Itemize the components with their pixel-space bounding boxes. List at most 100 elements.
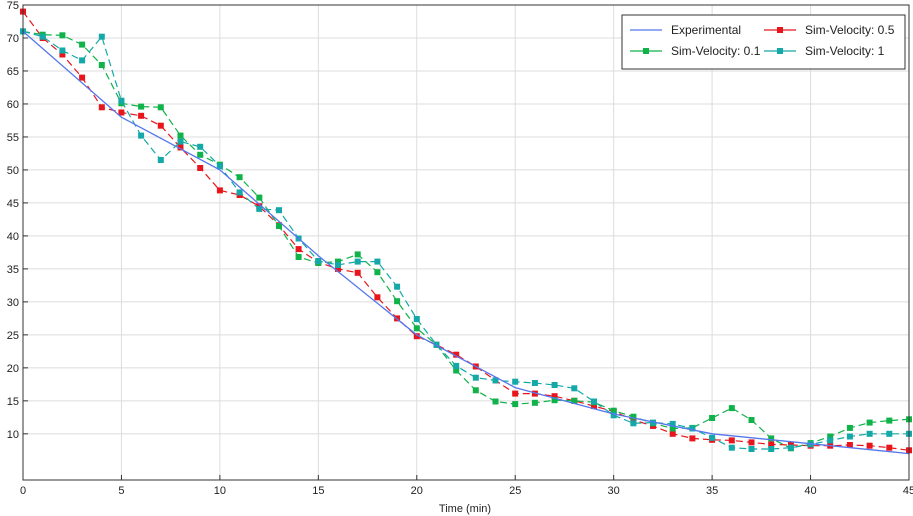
data-point [728, 444, 735, 451]
data-point [335, 261, 341, 268]
data-point [748, 439, 755, 446]
data-point [177, 132, 184, 139]
series-layer [20, 8, 912, 455]
data-point [669, 420, 676, 427]
data-point [630, 420, 637, 427]
y-tick-label: 55 [7, 132, 19, 144]
data-point [531, 399, 538, 406]
data-point [79, 74, 86, 81]
data-point [59, 32, 66, 39]
data-point [157, 157, 164, 163]
data-point [197, 151, 204, 158]
data-point [413, 316, 420, 322]
data-point [768, 441, 775, 448]
legend-label: Sim-Velocity: 0.5 [805, 23, 895, 37]
data-point [728, 437, 735, 444]
data-point [866, 430, 873, 437]
data-point [177, 144, 184, 151]
data-point [866, 442, 873, 449]
data-point [216, 187, 223, 194]
data-point [551, 393, 558, 400]
y-tick-label: 40 [7, 231, 19, 243]
data-point [610, 407, 617, 414]
data-point [728, 405, 735, 412]
legend-box [621, 14, 906, 70]
data-point [413, 333, 420, 340]
y-tick-label: 50 [7, 165, 19, 177]
data-point [157, 104, 164, 111]
data-point [118, 97, 125, 104]
data-point [610, 412, 617, 419]
y-tick-label: 35 [7, 264, 19, 276]
data-point [886, 417, 893, 424]
data-point [512, 401, 519, 408]
data-point [472, 374, 479, 381]
data-point [335, 265, 341, 272]
data-point [591, 398, 597, 405]
series-line [22, 11, 910, 451]
x-tick-label: 10 [214, 485, 226, 497]
x-tick-label: 5 [118, 485, 124, 497]
data-point [827, 433, 834, 440]
legend-swatch-marker [777, 27, 783, 33]
x-tick-label: 25 [509, 485, 521, 497]
data-point [374, 258, 381, 265]
data-point [276, 223, 282, 229]
data-point [689, 435, 696, 442]
x-tick-label: 35 [706, 485, 718, 497]
data-point [827, 437, 834, 444]
series-line [22, 30, 910, 449]
data-point [669, 430, 676, 437]
x-axis-title: Time (min) [439, 503, 491, 515]
data-point [748, 446, 755, 452]
data-point [197, 165, 204, 171]
data-point [630, 417, 637, 423]
data-point [630, 413, 637, 420]
data-point [531, 380, 538, 386]
y-tick-label: 70 [7, 33, 19, 45]
x-tick-label: 40 [804, 485, 816, 497]
data-point [768, 446, 775, 452]
axis-ticks: 0 5 10 15 20 25 30 35 40 45 10 15 20 25 30 35 40 45 50 55 60… [7, 0, 913, 497]
legend-swatch-marker [643, 48, 649, 54]
x-tick-label: 45 [903, 485, 913, 497]
data-point [571, 385, 578, 392]
y-tick-label: 65 [7, 66, 19, 78]
data-point [236, 189, 243, 196]
legend-swatch-marker [777, 48, 783, 54]
data-point [394, 298, 401, 305]
data-point [709, 434, 716, 441]
data-point [59, 47, 66, 54]
data-point [295, 254, 302, 260]
y-tick-label: 75 [7, 0, 19, 12]
data-point [295, 246, 302, 253]
legend: Experimental Sim-Velocity: 0.5 Sim-Velocit… [621, 14, 906, 70]
data-point [492, 398, 499, 405]
data-point [886, 444, 893, 451]
data-point [98, 104, 105, 111]
data-point [374, 269, 381, 276]
data-point [748, 417, 755, 423]
data-point [79, 41, 86, 48]
data-point [551, 397, 558, 404]
series-line [22, 30, 909, 450]
data-point [866, 419, 873, 426]
data-point [335, 258, 341, 265]
y-tick-label: 10 [7, 429, 19, 441]
data-point [709, 415, 716, 421]
data-point [138, 103, 145, 110]
data-point [453, 362, 460, 369]
plot-frame [22, 4, 910, 481]
data-point [768, 435, 775, 442]
data-point [374, 294, 381, 301]
data-point [453, 367, 460, 374]
data-point [157, 122, 164, 129]
data-point [354, 251, 361, 258]
data-point [59, 51, 66, 58]
data-point [846, 442, 853, 448]
data-point [689, 425, 696, 432]
data-point [98, 62, 105, 68]
data-point [256, 205, 263, 212]
data-point [591, 403, 597, 410]
